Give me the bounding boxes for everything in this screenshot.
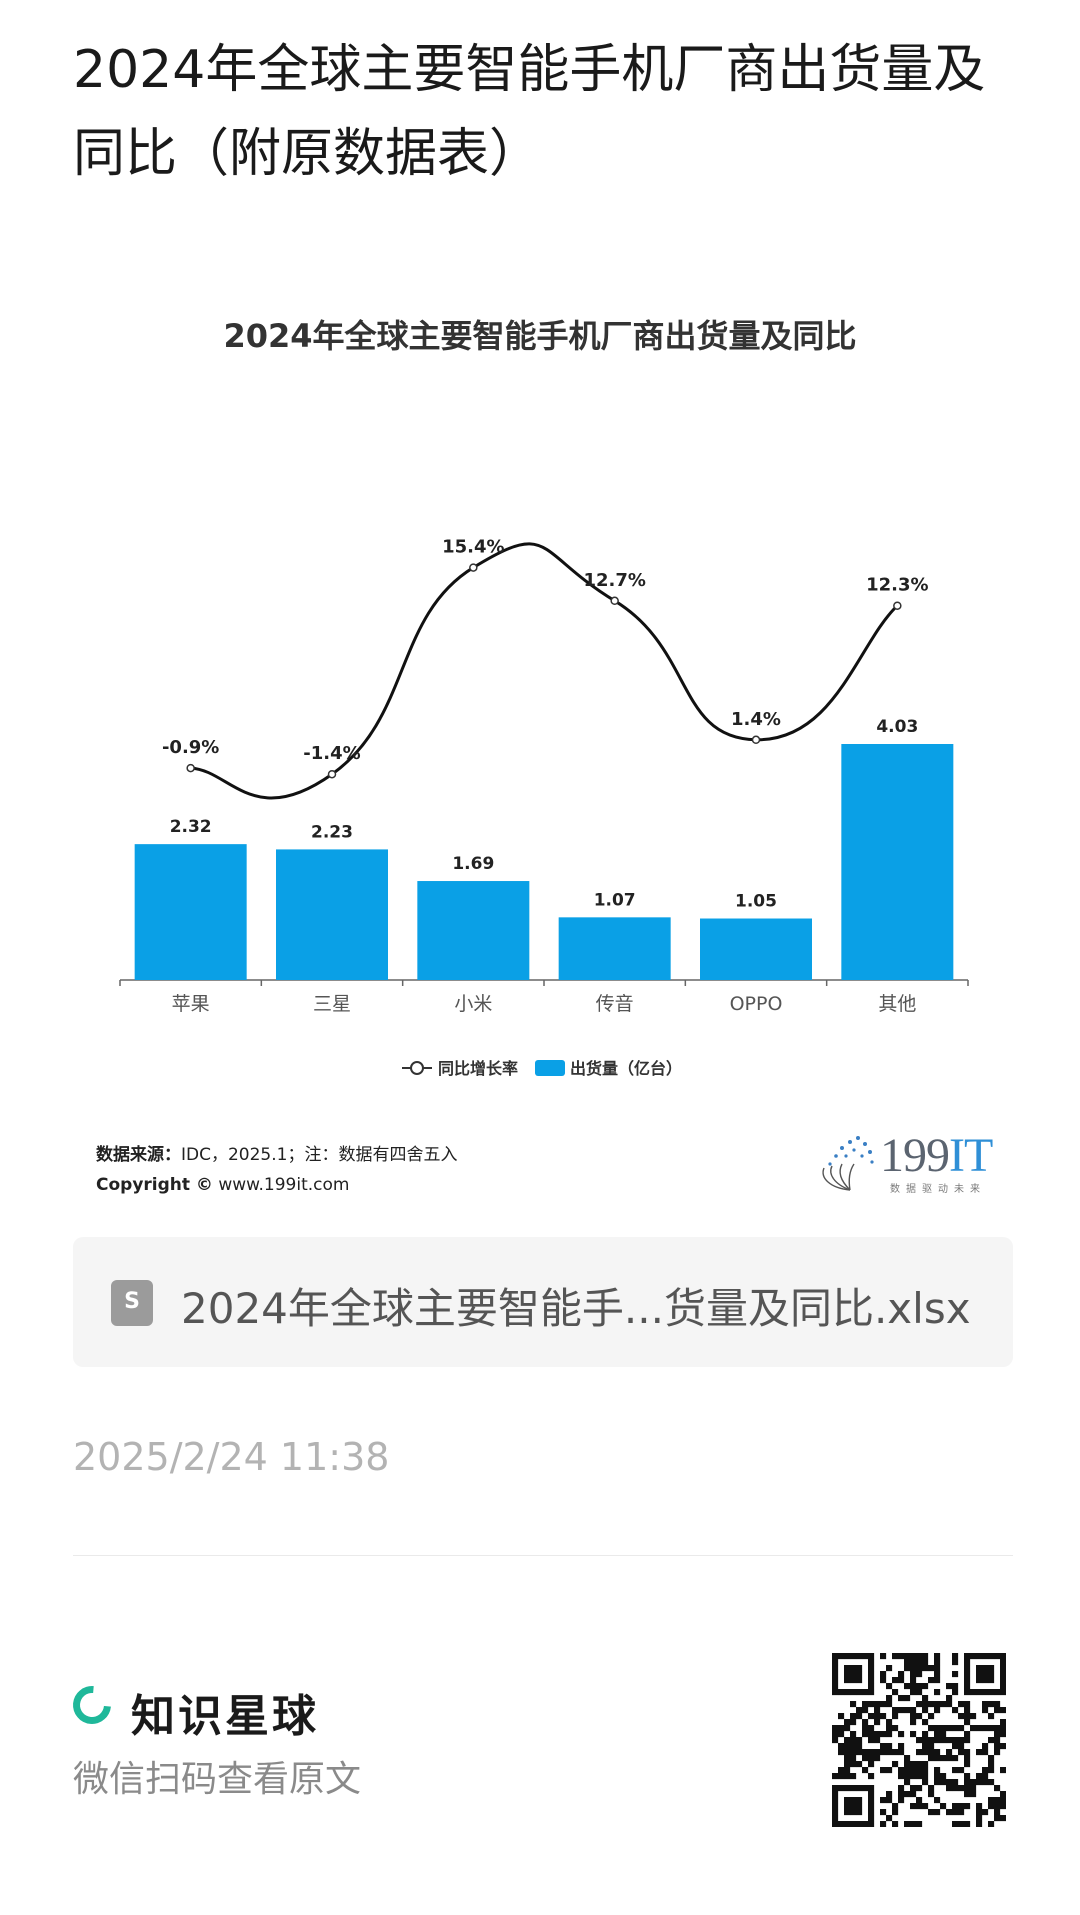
- bar: [276, 849, 388, 980]
- dandelion-logo-icon: [810, 1128, 880, 1198]
- bar-value-label: 2.32: [170, 817, 212, 837]
- spreadsheet-file-icon: S: [111, 1280, 153, 1326]
- x-tick-label: 传音: [596, 993, 634, 1015]
- legend-line-marker: [411, 1062, 423, 1074]
- line-point: [187, 765, 194, 772]
- bar: [559, 917, 671, 980]
- planet-ring-icon: [65, 1678, 119, 1732]
- logo-text: 199IT: [880, 1128, 992, 1183]
- brand-name: 知识星球: [131, 1680, 319, 1744]
- legend-bar-label: 出货量（亿台）: [570, 1059, 682, 1078]
- bar-value-label: 1.05: [735, 892, 777, 912]
- legend-line-label: 同比增长率: [438, 1059, 518, 1078]
- chart-title: 2024年全球主要智能手机厂商出货量及同比: [223, 317, 856, 355]
- x-tick-label: 其他: [878, 993, 916, 1015]
- bar-value-label: 1.07: [594, 890, 636, 910]
- x-tick-label: OPPO: [730, 993, 783, 1015]
- logo-199it: 199IT 数据驱动未来: [810, 1128, 1010, 1198]
- post-title: 2024年全球主要智能手机厂商出货量及同比（附原数据表）: [73, 28, 1013, 196]
- x-tick-label: 小米: [454, 993, 492, 1015]
- bar-value-label: 1.69: [452, 854, 494, 874]
- bar: [417, 881, 529, 980]
- bar: [841, 744, 953, 980]
- copyright-label: Copyright ©: [96, 1175, 213, 1195]
- line-point: [753, 736, 760, 743]
- line-point: [329, 771, 336, 778]
- line-value-label: 1.4%: [731, 709, 781, 730]
- line-value-label: -1.4%: [303, 743, 360, 764]
- line-point: [470, 564, 477, 571]
- copyright-text: www.199it.com: [218, 1175, 349, 1195]
- post-timestamp: 2025/2/24 11:38: [73, 1435, 389, 1479]
- line-point: [894, 602, 901, 609]
- x-tick-label: 苹果: [172, 993, 210, 1015]
- bar: [700, 919, 812, 980]
- bar: [135, 844, 247, 980]
- bar-value-label: 4.03: [876, 717, 918, 737]
- qr-code-icon[interactable]: [832, 1653, 1006, 1827]
- source-text: IDC，2025.1；注：数据有四舍五入: [181, 1145, 457, 1165]
- attachment-name: 2024年全球主要智能手...货量及同比.xlsx: [181, 1275, 971, 1336]
- line-point: [611, 597, 618, 604]
- x-tick-label: 三星: [313, 993, 351, 1015]
- chart-card: 2024年全球主要智能手机厂商出货量及同比 2.32 苹果 2.23 三星 1.69 小米 1…: [0, 270, 1080, 1230]
- legend-bar-swatch: [535, 1060, 565, 1076]
- brand-subtitle: 微信扫码查看原文: [73, 1750, 361, 1802]
- line-value-label: 12.3%: [866, 575, 928, 596]
- logo-tagline: 数据驱动未来: [890, 1180, 986, 1195]
- divider: [73, 1555, 1013, 1556]
- growth-rate-line: [191, 544, 898, 798]
- bar-value-label: 2.23: [311, 822, 353, 842]
- source-note: 数据来源：IDC，2025.1；注：数据有四舍五入 Copyright © ww…: [96, 1140, 457, 1200]
- line-value-label: 15.4%: [442, 537, 504, 558]
- attachment-card[interactable]: S 2024年全球主要智能手...货量及同比.xlsx: [73, 1237, 1013, 1367]
- source-label: 数据来源：: [96, 1145, 181, 1165]
- chart: 2024年全球主要智能手机厂商出货量及同比 2.32 苹果 2.23 三星 1.69 小米 1…: [0, 270, 1080, 1130]
- line-value-label: -0.9%: [162, 737, 219, 758]
- line-value-label: 12.7%: [583, 570, 645, 591]
